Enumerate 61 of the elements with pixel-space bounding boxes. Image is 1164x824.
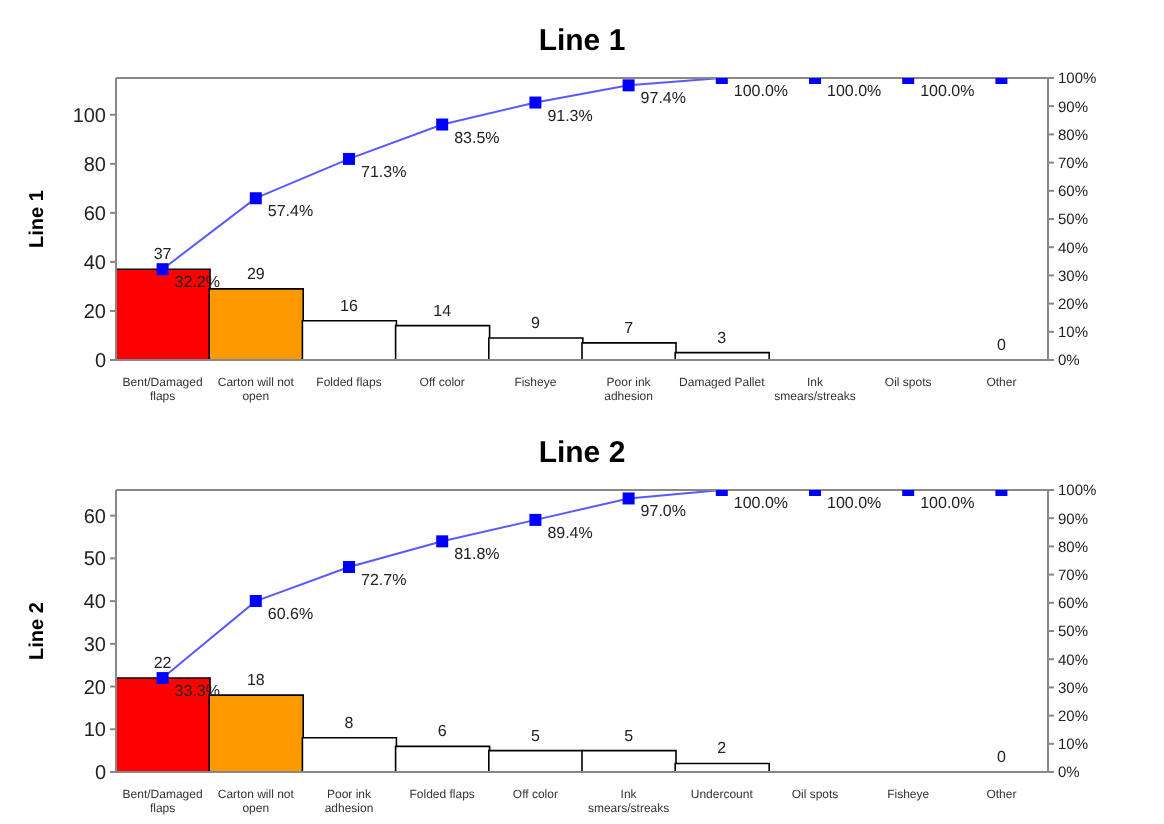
data-label: 100.0% <box>827 494 882 512</box>
y-tick-label: 0 <box>94 763 107 786</box>
data-label: 89.4% <box>547 523 593 542</box>
point <box>249 192 262 205</box>
y-tick-label: 40 <box>83 592 107 615</box>
data-label: 60.6% <box>267 605 314 624</box>
data-label: 16 <box>340 296 359 315</box>
data-label: 29 <box>246 264 266 283</box>
point <box>436 118 449 131</box>
data-label: 22 <box>153 654 173 672</box>
data-label: 5 <box>624 726 635 745</box>
data-label: 81.8% <box>454 545 500 564</box>
data-label: 71.3% <box>361 162 407 181</box>
data-label: 9 <box>530 313 541 332</box>
y-tick-label: 0 <box>94 351 107 374</box>
point <box>622 492 635 505</box>
chart-title: Line 1 <box>536 24 628 58</box>
data-label: 0 <box>996 336 1007 354</box>
data-label: 72.7% <box>361 570 407 589</box>
data-label: 97.4% <box>640 89 686 108</box>
data-label: 3 <box>717 328 728 347</box>
y-axis-title: Line 1 <box>27 189 50 248</box>
data-label: 91.3% <box>547 106 593 125</box>
data-label: 100.0% <box>920 82 975 100</box>
data-label: 97.0% <box>640 502 686 521</box>
y-tick-label: 40 <box>83 253 107 276</box>
y-tick-label: 10 <box>83 720 107 743</box>
data-label: 18 <box>246 671 266 690</box>
y-tick-label: 30 <box>83 634 107 657</box>
point <box>343 560 355 573</box>
point <box>249 595 262 608</box>
data-label: 7 <box>624 318 635 337</box>
y-tick-label: 50 <box>83 549 107 572</box>
data-label: 100.0% <box>733 494 789 512</box>
point <box>529 96 542 109</box>
point <box>529 513 542 526</box>
data-label: 83.5% <box>454 128 500 147</box>
y-tick-label: 20 <box>83 677 107 700</box>
data-label: 100.0% <box>920 494 975 512</box>
point <box>436 535 449 548</box>
point <box>156 672 169 685</box>
y-tick-label: 80 <box>83 154 107 177</box>
y-tick-label: 60 <box>83 506 107 529</box>
point <box>156 263 169 276</box>
data-label: 14 <box>433 301 453 320</box>
chart-title: Line 2 <box>536 436 628 470</box>
y-axis-title: Line 2 <box>27 601 50 660</box>
data-label: 0 <box>996 748 1007 766</box>
y-tick-label: 20 <box>83 302 107 325</box>
data-label: 2 <box>717 739 728 758</box>
point <box>622 79 635 92</box>
data-label: 5 <box>530 726 541 745</box>
data-label: 6 <box>437 722 448 741</box>
y-tick-label: 60 <box>83 203 107 226</box>
data-label: 57.4% <box>267 202 314 221</box>
data-label: 37 <box>153 245 173 264</box>
y-tick-label: 100 <box>72 105 107 128</box>
data-label: 8 <box>344 713 355 732</box>
point <box>343 152 355 165</box>
data-label: 100.0% <box>733 82 789 100</box>
data-label: 100.0% <box>827 82 882 100</box>
